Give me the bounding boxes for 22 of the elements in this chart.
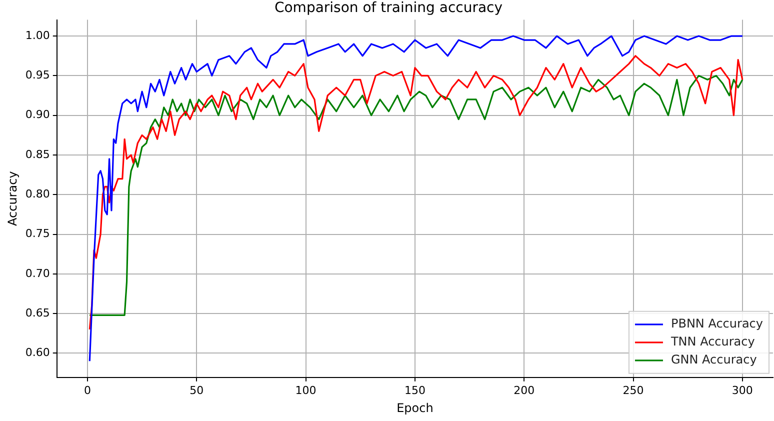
x-tick-label: 50 — [190, 384, 204, 397]
x-axis-title: Epoch — [396, 400, 434, 415]
x-tick-label: 300 — [732, 384, 753, 397]
x-tick-label: 150 — [404, 384, 426, 397]
legend-label: PBNN Accuracy — [670, 316, 764, 331]
y-tick-label: 0.85 — [25, 148, 50, 161]
x-tick-label: 250 — [622, 384, 644, 397]
x-tick-label: 200 — [514, 384, 535, 397]
y-axis-title: Accuracy — [5, 171, 20, 226]
y-tick-label: 0.80 — [25, 187, 50, 200]
legend-label: TNN Accuracy — [670, 334, 755, 349]
y-tick-label: 0.60 — [25, 346, 50, 360]
x-tick-label: 100 — [295, 384, 316, 397]
y-tick-label: 0.70 — [25, 266, 50, 280]
y-tick-label: 1.00 — [25, 28, 50, 42]
y-tick-label: 0.95 — [25, 68, 50, 82]
chart-title: Comparison of training accuracy — [274, 0, 503, 16]
y-tick-label: 0.90 — [25, 108, 50, 122]
legend-label: GNN Accuracy — [670, 352, 757, 367]
y-tick-label: 0.65 — [25, 306, 50, 320]
y-tick-label: 0.75 — [25, 227, 50, 240]
x-tick-label: 0 — [84, 384, 91, 397]
